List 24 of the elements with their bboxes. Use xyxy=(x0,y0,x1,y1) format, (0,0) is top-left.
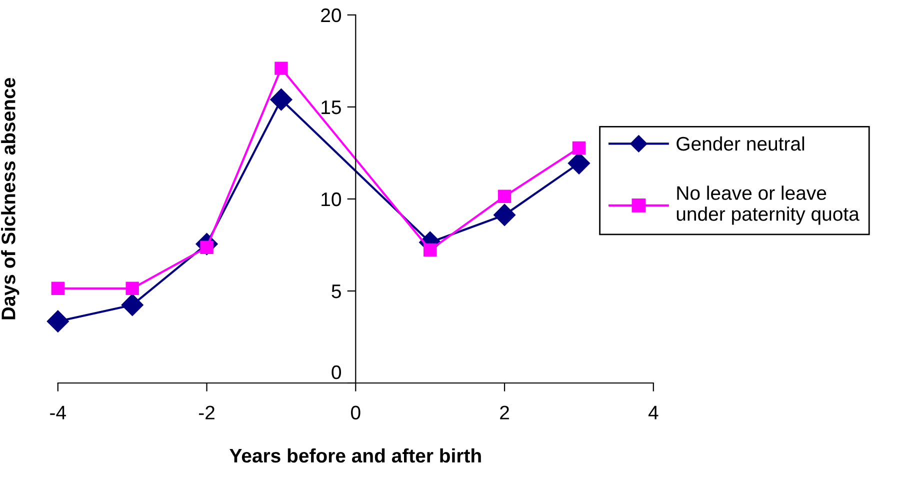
x-tick-label: 4 xyxy=(648,406,658,420)
point xyxy=(274,62,288,75)
point xyxy=(126,282,139,296)
point xyxy=(498,190,512,203)
legend-label: No leave or leave under paternity quota xyxy=(676,186,860,225)
point xyxy=(572,141,586,155)
point xyxy=(423,243,437,257)
y-tick-label: 0 xyxy=(332,365,342,380)
point xyxy=(51,282,64,296)
point xyxy=(46,310,69,332)
point xyxy=(121,294,144,316)
y-tick-label: 10 xyxy=(322,192,342,206)
legend-label: Gender neutral xyxy=(676,136,804,151)
x-axis-title: Years before and after birth xyxy=(230,448,481,463)
point xyxy=(494,204,516,226)
x-tick-label: -2 xyxy=(198,406,214,420)
x-tick-label: 2 xyxy=(500,406,509,420)
y-tick-label: 5 xyxy=(332,284,341,298)
y-axis-title: Days of Sickness absence xyxy=(1,78,20,320)
x-tick-label: -4 xyxy=(50,406,66,420)
x-tick-label: 0 xyxy=(351,406,360,420)
y-tick-label: 20 xyxy=(321,8,342,22)
point xyxy=(270,88,292,111)
y-tick-label: 15 xyxy=(322,100,341,114)
